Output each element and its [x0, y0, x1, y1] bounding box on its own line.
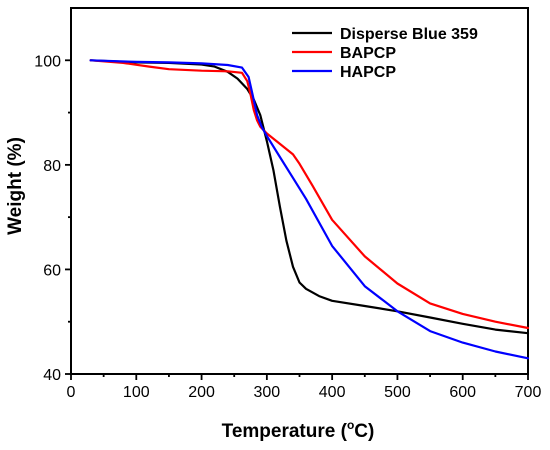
x-tick-label: 300: [254, 384, 281, 401]
series-line-bapcp: [89, 59, 530, 330]
x-tick-label: 100: [123, 384, 150, 401]
y-tick-label: 60: [43, 262, 61, 279]
x-tick-label: 600: [449, 384, 476, 401]
legend-label-bapcp: BAPCP: [340, 45, 396, 62]
legend: Disperse Blue 359 BAPCP HAPCP: [292, 26, 478, 81]
x-axis-ticks: 0 100 200 300 400 500 600 700: [67, 374, 542, 401]
y-tick-label: 40: [43, 367, 61, 384]
x-tick-label: 700: [515, 384, 542, 401]
legend-label-disperse-blue-359: Disperse Blue 359: [340, 26, 478, 43]
x-tick-label: 400: [319, 384, 346, 401]
series-line-disperse-blue-359: [89, 59, 530, 335]
y-tick-label: 100: [34, 53, 61, 70]
legend-label-hapcp: HAPCP: [340, 64, 396, 81]
y-axis-ticks: 40 60 80 100: [34, 53, 71, 384]
series-lines: [89, 59, 530, 360]
x-axis-title: Temperature (oC): [222, 418, 375, 442]
x-tick-label: 500: [384, 384, 411, 401]
y-tick-label: 80: [43, 158, 61, 175]
x-tick-label: 0: [67, 384, 76, 401]
series-line-hapcp: [89, 59, 530, 360]
y-axis-title: Weight (%): [5, 137, 26, 235]
x-tick-label: 200: [188, 384, 215, 401]
